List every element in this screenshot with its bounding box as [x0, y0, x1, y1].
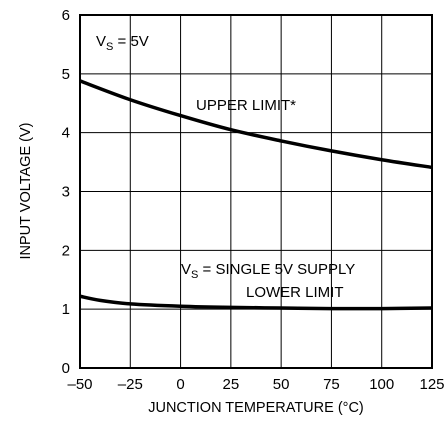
annotation-upper-limit: UPPER LIMIT* — [196, 97, 296, 114]
x-tick-label: 25 — [223, 376, 240, 393]
x-tick-label: –25 — [118, 376, 143, 393]
x-tick-label: 75 — [323, 376, 340, 393]
annotation-lower-line2: LOWER LIMIT — [246, 284, 344, 301]
x-tick-label: 0 — [176, 376, 184, 393]
y-axis-label: INPUT VOLTAGE (V) — [18, 123, 34, 260]
y-tick-label: 4 — [62, 125, 70, 142]
annotation-vs-top-sub: S — [106, 41, 113, 53]
annotation-lower-line1: VS = SINGLE 5V SUPPLY — [181, 261, 355, 281]
x-tick-label: 50 — [273, 376, 290, 393]
x-tick-label: 100 — [369, 376, 394, 393]
annotation-lower-line1-main: V — [181, 261, 191, 278]
y-tick-label: 2 — [62, 242, 70, 259]
plot-frame — [79, 14, 433, 369]
annotation-lower-line1-sub: S — [191, 269, 198, 281]
annotation-vs-top: VS = 5V — [96, 33, 149, 53]
x-tick-label: –50 — [67, 376, 92, 393]
grid — [80, 15, 432, 368]
y-tick-label: 5 — [62, 66, 70, 83]
annotation-vs-top-rest: = 5V — [113, 33, 148, 50]
lower-limit-curve — [79, 294, 433, 311]
y-tick-label: 1 — [62, 301, 70, 318]
y-tick-label: 3 — [62, 184, 70, 201]
series-group — [79, 79, 433, 311]
y-tick-labels: 0 1 2 3 4 5 6 — [62, 7, 70, 377]
x-tick-label: 125 — [419, 376, 444, 393]
annotation-lower-line1-rest: = SINGLE 5V SUPPLY — [198, 261, 355, 278]
annotation-vs-top-main: V — [96, 33, 106, 50]
y-tick-label: 6 — [62, 7, 70, 24]
upper-limit-curve — [79, 79, 433, 170]
x-tick-labels: –50 –25 0 25 50 75 100 125 — [67, 376, 444, 393]
x-axis-label: JUNCTION TEMPERATURE (°C) — [148, 400, 364, 416]
y-tick-label: 0 — [62, 360, 70, 377]
